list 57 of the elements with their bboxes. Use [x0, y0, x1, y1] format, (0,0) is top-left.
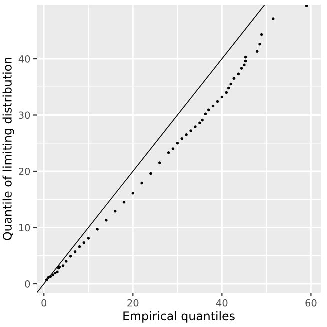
point	[244, 56, 248, 59]
point	[225, 91, 228, 94]
y-axis-title: Quantile of limiting distribution	[2, 58, 14, 240]
point	[47, 276, 50, 280]
x-tick-label: 20	[128, 299, 139, 307]
point	[237, 72, 240, 76]
x-tick-label: 60	[306, 299, 317, 307]
point	[172, 148, 175, 150]
point	[258, 42, 262, 46]
point	[272, 18, 275, 20]
point	[87, 237, 90, 240]
point	[256, 50, 259, 54]
point	[56, 270, 59, 274]
point	[54, 272, 57, 275]
point	[150, 172, 152, 176]
point	[207, 108, 210, 112]
point	[49, 275, 52, 278]
point	[230, 82, 232, 86]
point	[167, 152, 170, 154]
point	[158, 162, 162, 164]
point	[114, 210, 117, 213]
point	[185, 134, 188, 136]
point	[201, 118, 204, 122]
point	[64, 260, 68, 263]
y-tick-label: 40	[18, 55, 30, 63]
point	[204, 112, 208, 116]
point	[105, 219, 108, 222]
point	[220, 96, 224, 99]
point	[96, 228, 99, 231]
point	[176, 142, 180, 145]
y-tick-label: 30	[19, 112, 30, 120]
point	[69, 255, 72, 258]
x-tick-label: 0	[42, 299, 47, 307]
point	[180, 137, 184, 140]
point	[194, 126, 197, 128]
point	[82, 242, 86, 244]
point	[74, 250, 77, 254]
point	[52, 274, 54, 276]
point	[243, 64, 246, 67]
point	[122, 201, 126, 204]
point	[132, 192, 135, 195]
y-tick-label: 20	[19, 168, 30, 176]
point	[232, 77, 236, 80]
point	[227, 86, 230, 90]
point	[198, 122, 202, 125]
point	[305, 5, 308, 8]
y-tick-label: 0	[25, 280, 30, 288]
x-axis-title: Empirical quantiles	[124, 311, 235, 323]
point	[240, 67, 244, 70]
x-tick-label: 40	[216, 299, 228, 307]
point	[190, 130, 192, 132]
point	[62, 264, 65, 268]
point	[260, 33, 264, 36]
point	[78, 245, 82, 248]
point	[140, 182, 144, 185]
y-tick-label: 10	[19, 224, 30, 232]
point	[45, 278, 48, 282]
